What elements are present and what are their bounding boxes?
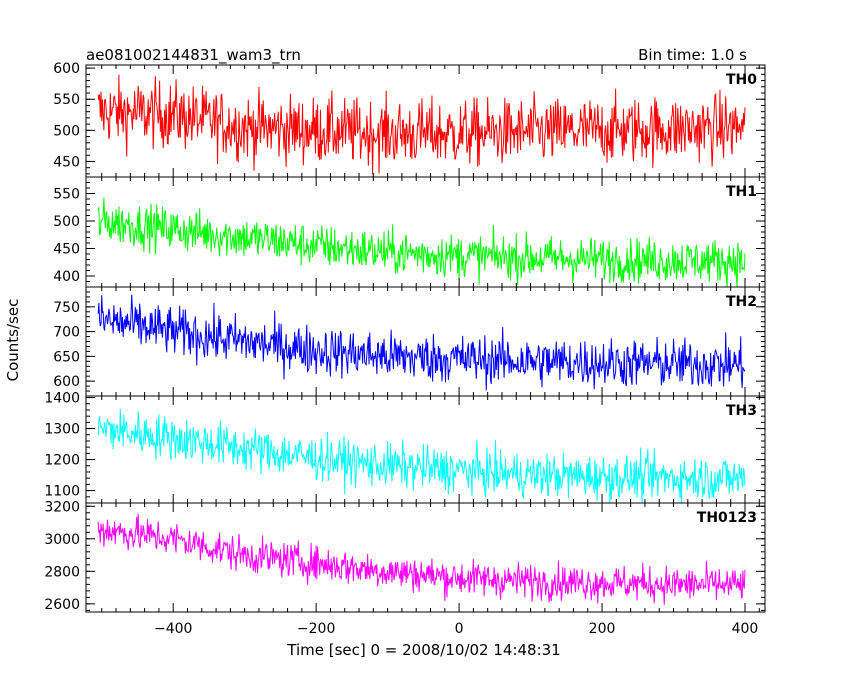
chart-title: ae081002144831_wam3_trn <box>86 46 301 65</box>
y-tick-label: 500 <box>53 123 80 139</box>
channel-label-th2: TH2 <box>726 294 757 310</box>
y-tick-label: 550 <box>53 187 80 203</box>
panel-th2: 600 650 700 750 TH2 <box>53 286 766 397</box>
channel-label-th0: TH0 <box>726 72 757 88</box>
y-tick-label: 2600 <box>44 597 80 613</box>
y-tick-label: 400 <box>53 269 80 285</box>
channel-label-th3: TH3 <box>726 403 757 419</box>
y-tick-label: 1400 <box>44 391 80 407</box>
panel-th1: 400 450 500 550 TH1 <box>53 176 766 288</box>
y-tick-label: 500 <box>53 214 80 230</box>
y-tick-label: 2800 <box>44 564 80 580</box>
bin-time-label: Bin time: 1.0 s <box>638 46 747 64</box>
series-line-th2 <box>97 294 746 391</box>
x-tick-label: 0 <box>455 621 464 637</box>
y-axis-label: Counts/sec <box>4 299 22 382</box>
panel-th0123: 2600 2800 3000 3200 TH0123 <box>44 499 766 613</box>
x-tick-label: 400 <box>732 621 759 637</box>
series-line-th0123 <box>97 513 746 605</box>
panel-frame <box>85 502 766 613</box>
x-axis-label: Time [sec] 0 = 2008/10/02 14:48:31 <box>286 641 560 659</box>
panel-th0: 450 500 550 600 TH0 <box>53 61 766 178</box>
series-line-th3 <box>97 408 746 503</box>
y-tick-label: 1100 <box>44 484 80 500</box>
y-tick-label: 600 <box>53 374 80 390</box>
x-tick-label: −400 <box>154 621 192 637</box>
panels-group: 450 500 550 600 TH0 400 450 500 550 TH1 600 650 700 7… <box>44 61 766 637</box>
y-tick-label: 750 <box>53 300 80 316</box>
x-tick-label: 200 <box>589 621 616 637</box>
series-line-th1 <box>97 197 746 287</box>
y-tick-label: 3000 <box>44 532 80 548</box>
y-tick-label: 3200 <box>44 499 80 515</box>
y-tick-label: 1300 <box>44 422 80 438</box>
y-tick-label: 700 <box>53 325 80 341</box>
panel-frame <box>85 64 766 178</box>
x-tick-label: −200 <box>297 621 335 637</box>
channel-label-th1: TH1 <box>726 184 757 200</box>
panel-th3: 1100 1200 1300 1400 TH3 <box>44 391 766 504</box>
y-tick-label: 450 <box>53 154 80 170</box>
y-tick-label: 550 <box>53 92 80 108</box>
y-tick-label: 450 <box>53 242 80 258</box>
series-line-th0 <box>97 74 746 175</box>
y-tick-label: 600 <box>53 61 80 77</box>
y-tick-label: 1200 <box>44 453 80 469</box>
channel-label-th0123: TH0123 <box>697 510 757 526</box>
y-tick-label: 650 <box>53 349 80 365</box>
